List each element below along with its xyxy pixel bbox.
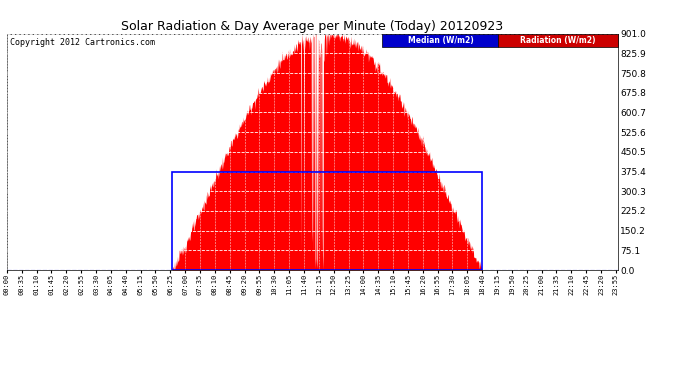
FancyBboxPatch shape — [382, 34, 498, 47]
Bar — [172, 172, 482, 270]
Text: Radiation (W/m2): Radiation (W/m2) — [520, 36, 595, 45]
Title: Solar Radiation & Day Average per Minute (Today) 20120923: Solar Radiation & Day Average per Minute… — [121, 20, 503, 33]
FancyBboxPatch shape — [498, 34, 618, 47]
Text: Copyright 2012 Cartronics.com: Copyright 2012 Cartronics.com — [10, 39, 155, 48]
Text: Median (W/m2): Median (W/m2) — [408, 36, 473, 45]
